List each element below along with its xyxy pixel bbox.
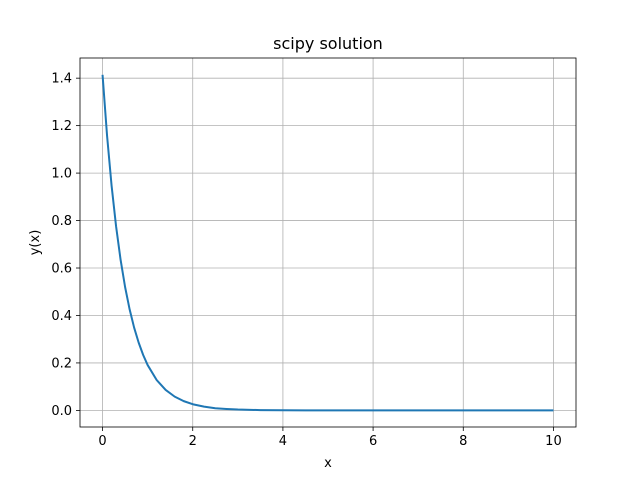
x-tick-label: 10 bbox=[545, 434, 562, 449]
y-axis-label: y(x) bbox=[28, 230, 43, 256]
plot-frame bbox=[79, 57, 577, 428]
x-tick-label: 6 bbox=[369, 434, 377, 449]
chart-title: scipy solution bbox=[273, 34, 383, 53]
series-layer bbox=[101, 74, 554, 412]
y-tick-label: 0.6 bbox=[51, 262, 72, 277]
y-tick-label: 1.2 bbox=[51, 119, 72, 134]
y-tick-label: 0.0 bbox=[51, 404, 72, 419]
x-tick-label: 8 bbox=[459, 434, 467, 449]
x-tick-label: 4 bbox=[279, 434, 287, 449]
y-tick-label: 1.0 bbox=[51, 167, 72, 182]
x-axis-label: x bbox=[324, 456, 332, 471]
y-tick-label: 0.2 bbox=[51, 356, 72, 371]
y-tick-label: 0.8 bbox=[51, 214, 72, 229]
x-tick-label: 2 bbox=[189, 434, 197, 449]
y-tick-label: 1.4 bbox=[51, 72, 72, 87]
grid-lines bbox=[80, 58, 576, 427]
tick-layer: 0 2 4 6 8 10 0.0 0.2 0.4 0.6 0.8 1.0 1.2 1.4 bbox=[51, 72, 561, 449]
x-tick-label: 0 bbox=[98, 434, 106, 449]
y-tick-label: 0.4 bbox=[51, 309, 72, 324]
series-line bbox=[101, 74, 554, 412]
